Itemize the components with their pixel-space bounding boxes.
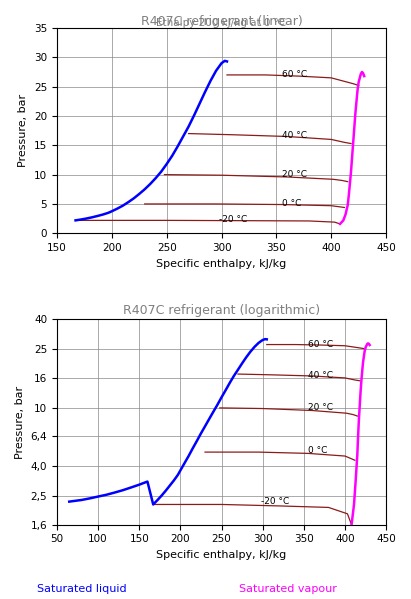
- X-axis label: Specific enthalpy, kJ/kg: Specific enthalpy, kJ/kg: [157, 259, 286, 268]
- Text: 0 °C: 0 °C: [282, 199, 301, 208]
- Y-axis label: Pressure, bar: Pressure, bar: [18, 94, 28, 167]
- Text: 60 °C: 60 °C: [282, 71, 307, 80]
- Text: Saturated vapour: Saturated vapour: [239, 584, 337, 594]
- Text: Saturated liquid: Saturated liquid: [37, 584, 127, 594]
- Title: R407C refrigerant (logarithmic): R407C refrigerant (logarithmic): [123, 304, 320, 317]
- Text: -20 °C: -20 °C: [261, 497, 289, 506]
- Text: 60 °C: 60 °C: [308, 340, 333, 349]
- Text: 40 °C: 40 °C: [308, 371, 333, 380]
- Text: 20 °C: 20 °C: [308, 403, 333, 412]
- Text: 20 °C: 20 °C: [282, 170, 307, 179]
- Text: -20 °C: -20 °C: [219, 215, 247, 224]
- Title: R407C refrigerant (linear): R407C refrigerant (linear): [141, 15, 302, 28]
- Text: 0 °C: 0 °C: [308, 446, 327, 455]
- Y-axis label: Pressure, bar: Pressure, bar: [15, 386, 25, 459]
- X-axis label: Specific enthalpy, kJ/kg: Specific enthalpy, kJ/kg: [157, 550, 286, 560]
- Text: Ethalpy 200 kJ/kg at 0 °C: Ethalpy 200 kJ/kg at 0 °C: [157, 18, 286, 28]
- Text: 40 °C: 40 °C: [282, 131, 307, 140]
